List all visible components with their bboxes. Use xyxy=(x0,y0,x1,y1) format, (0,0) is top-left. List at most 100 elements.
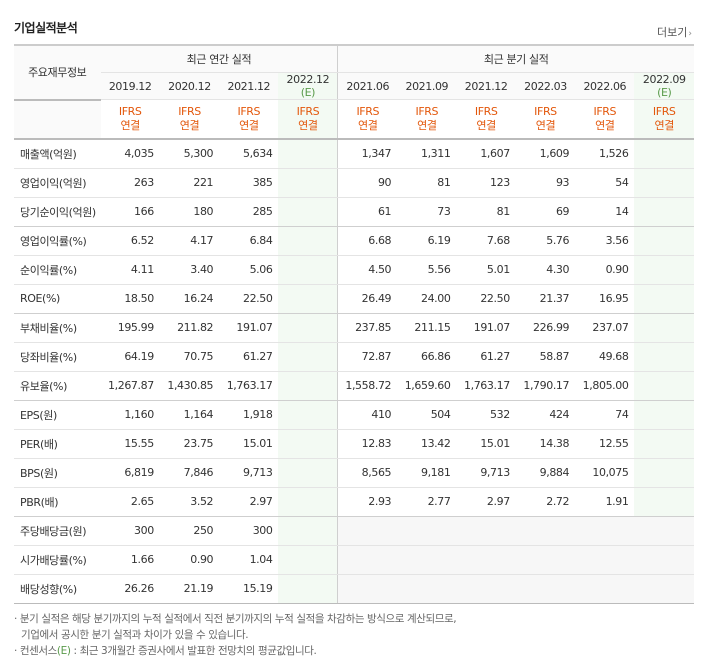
table-row: 영업이익(억원) 263 221 385 90 81 123 93 54 xyxy=(14,168,694,198)
cell-quarter-0 xyxy=(337,516,398,546)
cell-annual-1: 1,164 xyxy=(159,400,220,430)
cell-annual-2: 191.07 xyxy=(219,313,279,343)
cell-quarter-2: 532 xyxy=(456,400,516,430)
cell-annual-1: 16.24 xyxy=(159,284,220,314)
cell-quarter-3: 2.72 xyxy=(515,487,576,517)
cell-quarter-0: 8,565 xyxy=(337,458,398,488)
period-label: 2022.12 xyxy=(286,73,330,86)
cell-quarter-0 xyxy=(337,574,398,604)
table-row: 배당성향(%) 26.26 21.19 15.19 xyxy=(14,574,694,604)
cell-annual-3 xyxy=(278,574,339,604)
cell-quarter-2: 7.68 xyxy=(456,226,516,256)
cell-quarter-1: 66.86 xyxy=(397,342,457,372)
row-label: PBR(배) xyxy=(14,487,101,517)
footnote-2-label: · 컨센서스 xyxy=(14,645,57,657)
cell-annual-1: 3.52 xyxy=(159,487,220,517)
cell-quarter-3 xyxy=(515,574,576,604)
table-row: 주당배당금(원) 300 250 300 xyxy=(14,516,694,546)
cell-quarter-2: 81 xyxy=(456,197,516,227)
cell-annual-2: 15.01 xyxy=(219,429,279,459)
cell-annual-0: 15.55 xyxy=(100,429,160,459)
period-label: 2020.12 xyxy=(168,79,211,93)
cell-quarter-1: 6.19 xyxy=(397,226,457,256)
cell-quarter-1: 13.42 xyxy=(397,429,457,459)
cell-annual-3 xyxy=(278,400,339,430)
cell-annual-0: 4.11 xyxy=(100,255,160,285)
cell-annual-3 xyxy=(278,313,339,343)
cell-quarter-3: 69 xyxy=(515,197,576,227)
cell-quarter-5 xyxy=(634,487,694,517)
period-header-annual-1: 2020.12 xyxy=(159,72,220,100)
period-header-quarter-4: 2022.06 xyxy=(575,72,635,100)
cell-quarter-5 xyxy=(634,574,694,604)
cell-quarter-2 xyxy=(456,574,516,604)
cell-quarter-4: 10,075 xyxy=(575,458,635,488)
footnote-2-text: : 최근 3개월간 증권사에서 발표한 전망치의 평균값입니다. xyxy=(73,645,317,657)
cell-quarter-1: 1,311 xyxy=(397,138,457,169)
cell-quarter-2 xyxy=(456,516,516,546)
cell-annual-2: 5,634 xyxy=(219,138,279,169)
period-label: 2019.12 xyxy=(108,79,152,93)
cell-annual-3 xyxy=(278,255,339,285)
cell-quarter-5 xyxy=(634,226,694,256)
cell-quarter-0: 72.87 xyxy=(337,342,398,372)
cell-annual-0: 18.50 xyxy=(100,284,160,314)
cell-quarter-5 xyxy=(634,342,694,372)
cell-quarter-4: 3.56 xyxy=(575,226,635,256)
cell-annual-1: 7,846 xyxy=(159,458,220,488)
cell-quarter-1: 24.00 xyxy=(397,284,457,314)
cell-quarter-0: 1,558.72 xyxy=(337,371,398,401)
cell-quarter-0: 237.85 xyxy=(337,313,398,343)
period-header-annual-2: 2021.12 xyxy=(219,72,279,100)
ifrs-badge-annual-0: IFRS 연결 xyxy=(100,99,160,140)
cell-annual-1: 70.75 xyxy=(159,342,220,372)
cell-annual-3 xyxy=(278,487,339,517)
period-header-quarter-3: 2022.03 xyxy=(515,72,576,100)
table-row: 부채비율(%) 195.99 211.82 191.07 237.85 211.15 191… xyxy=(14,313,694,343)
row-label: 순이익률(%) xyxy=(14,255,101,285)
cell-annual-0: 6.52 xyxy=(100,226,160,256)
cell-quarter-5 xyxy=(634,138,694,169)
table-row: ROE(%) 18.50 16.24 22.50 26.49 24.00 22.50 21.3… xyxy=(14,284,694,314)
cell-quarter-0: 1,347 xyxy=(337,138,398,169)
ifrs-badge-quarter-4: IFRS 연결 xyxy=(575,99,635,140)
row-label: 매출액(억원) xyxy=(14,138,101,169)
cell-quarter-1: 5.56 xyxy=(397,255,457,285)
cell-quarter-1: 9,181 xyxy=(397,458,457,488)
period-label: 2021.12 xyxy=(464,79,508,93)
cell-quarter-1: 1,659.60 xyxy=(397,371,457,401)
cell-annual-3 xyxy=(278,371,339,401)
cell-quarter-2: 15.01 xyxy=(456,429,516,459)
row-label: ROE(%) xyxy=(14,284,101,314)
cell-annual-2: 2.97 xyxy=(219,487,279,517)
cell-quarter-2: 9,713 xyxy=(456,458,516,488)
cell-quarter-3: 21.37 xyxy=(515,284,576,314)
cell-quarter-2: 191.07 xyxy=(456,313,516,343)
cell-quarter-1: 504 xyxy=(397,400,457,430)
period-label: 2022.06 xyxy=(583,79,627,93)
ifrs-badge-annual-3: IFRS 연결 xyxy=(278,99,339,140)
cell-quarter-0: 12.83 xyxy=(337,429,398,459)
cell-annual-0: 195.99 xyxy=(100,313,160,343)
ifrs-badge-annual-1: IFRS 연결 xyxy=(159,99,220,140)
quarter-group-header: 최근 분기 실적 xyxy=(337,44,694,73)
cell-annual-3 xyxy=(278,138,339,169)
cell-quarter-2: 123 xyxy=(456,168,516,198)
cell-quarter-5 xyxy=(634,284,694,314)
row-label: 당좌비율(%) xyxy=(14,342,101,372)
cell-annual-2: 61.27 xyxy=(219,342,279,372)
cell-quarter-3: 93 xyxy=(515,168,576,198)
period-label: 2021.09 xyxy=(405,79,449,93)
table-body: 매출액(억원) 4,035 5,300 5,634 1,347 1,311 1,607 1,6… xyxy=(14,138,694,604)
cell-quarter-0: 410 xyxy=(337,400,398,430)
row-label: 유보율(%) xyxy=(14,371,101,401)
row-label: BPS(원) xyxy=(14,458,101,488)
ifrs-badge-quarter-2: IFRS 연결 xyxy=(456,99,516,140)
cell-quarter-4: 16.95 xyxy=(575,284,635,314)
cell-annual-0: 263 xyxy=(100,168,160,198)
cell-quarter-3: 1,790.17 xyxy=(515,371,576,401)
more-link[interactable]: 더보기› xyxy=(657,24,692,40)
cell-quarter-3: 58.87 xyxy=(515,342,576,372)
cell-annual-3 xyxy=(278,284,339,314)
